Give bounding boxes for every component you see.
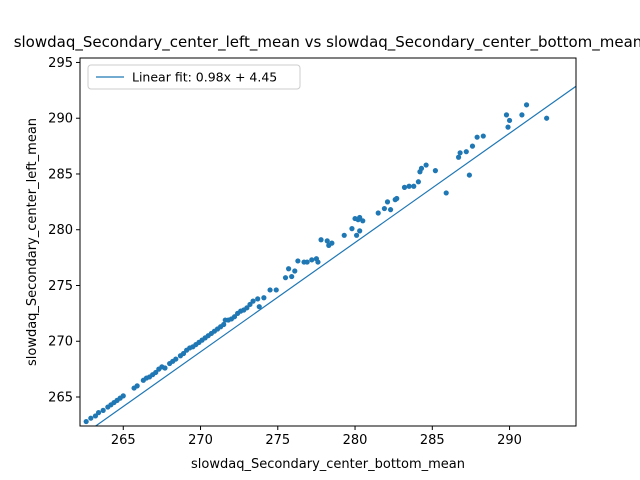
scatter-point	[353, 232, 360, 238]
scatter-point	[341, 232, 347, 238]
scatter-point	[506, 117, 513, 124]
y-tick-label: 270	[48, 335, 73, 350]
scatter-point	[474, 134, 480, 140]
scatter-point	[231, 314, 238, 320]
x-axis-label: slowdaq_Secondary_center_bottom_mean	[191, 457, 465, 472]
scatter-point	[411, 183, 417, 189]
scatter-point	[329, 240, 335, 246]
scatter-point	[381, 205, 387, 212]
scatter-point	[289, 273, 295, 280]
scatter-point	[455, 154, 462, 160]
scatter-point	[457, 150, 463, 156]
y-tick-label: 290	[48, 112, 73, 127]
scatter-point	[503, 112, 510, 118]
scatter-point	[162, 365, 168, 371]
scatter-point	[357, 228, 363, 234]
scatter-point	[292, 268, 298, 274]
x-tick-label: 290	[497, 433, 522, 448]
scatter-point	[418, 165, 425, 171]
axes-frame	[79, 57, 577, 427]
scatter-point	[315, 259, 321, 265]
scatter-point	[255, 296, 261, 302]
scatter-point	[83, 418, 89, 425]
x-tick-label: 280	[343, 433, 368, 448]
chart-title: slowdaq_Secondary_center_left_mean vs sl…	[14, 33, 640, 52]
scatter-point	[384, 199, 391, 205]
scatter-point	[153, 369, 159, 376]
scatter-point	[519, 112, 525, 118]
scatter-point	[286, 266, 292, 272]
scatter-point	[295, 258, 301, 264]
scatter-point	[357, 214, 363, 221]
scatter-point	[432, 168, 438, 174]
scatter-point	[463, 149, 469, 155]
scatter-point	[180, 350, 187, 357]
scatter-point	[480, 133, 486, 139]
scatter-point	[423, 162, 429, 168]
scatter-point	[523, 102, 530, 108]
y-tick-label: 280	[48, 223, 73, 238]
scatter-point	[360, 218, 366, 224]
scatter-point	[309, 257, 315, 263]
scatter-point	[394, 195, 400, 202]
scatter-point	[349, 226, 355, 232]
y-tick-label: 275	[48, 279, 73, 294]
legend-fit-label: Linear fit: 0.98x + 4.45	[132, 70, 277, 85]
scatter-point	[469, 143, 476, 149]
scatter-point	[173, 356, 179, 362]
scatter-point	[387, 207, 394, 213]
scatter-point	[443, 190, 449, 196]
scatter-point	[324, 238, 330, 244]
scatter-point	[318, 237, 324, 243]
scatter-point	[244, 305, 250, 311]
scatter-point	[466, 172, 472, 178]
x-tick-label: 270	[188, 433, 213, 448]
y-axis-label: slowdaq_Secondary_center_left_mean	[25, 118, 40, 366]
scatter-point	[95, 410, 102, 416]
y-tick-label: 265	[48, 391, 73, 406]
scatter-point	[221, 321, 227, 328]
y-tick-label: 295	[48, 56, 73, 71]
x-tick-label: 285	[420, 433, 445, 448]
scatter-point	[401, 184, 408, 190]
scatter-point	[92, 413, 99, 419]
fit-line	[94, 85, 576, 426]
scatter-point	[120, 393, 126, 399]
scatter-point	[304, 259, 310, 265]
scatter-point	[375, 210, 381, 216]
scatter-point	[267, 287, 273, 293]
legend: Linear fit: 0.98x + 4.45	[87, 64, 301, 90]
y-tick-label: 285	[48, 167, 73, 182]
scatter-point	[406, 183, 412, 189]
plot-area	[83, 85, 576, 426]
scatter-point	[282, 275, 289, 281]
scatter-point	[261, 295, 267, 301]
scatter-point	[544, 115, 550, 121]
x-tick-label: 265	[111, 433, 136, 448]
axes-group: 265 270 275 280 285 290 265 270 275 280 285 290 295	[48, 56, 577, 448]
scatter-point	[415, 179, 421, 185]
scatter-point	[256, 304, 262, 310]
x-tick-label: 275	[265, 433, 290, 448]
legend-box	[87, 64, 301, 90]
scatter-point	[100, 407, 106, 413]
scatter-point	[505, 124, 511, 130]
scatter-point	[88, 415, 94, 421]
scatter-point	[247, 301, 253, 308]
scatter-point	[250, 298, 256, 304]
scatter-point	[273, 287, 279, 293]
scatter-point	[134, 383, 140, 389]
